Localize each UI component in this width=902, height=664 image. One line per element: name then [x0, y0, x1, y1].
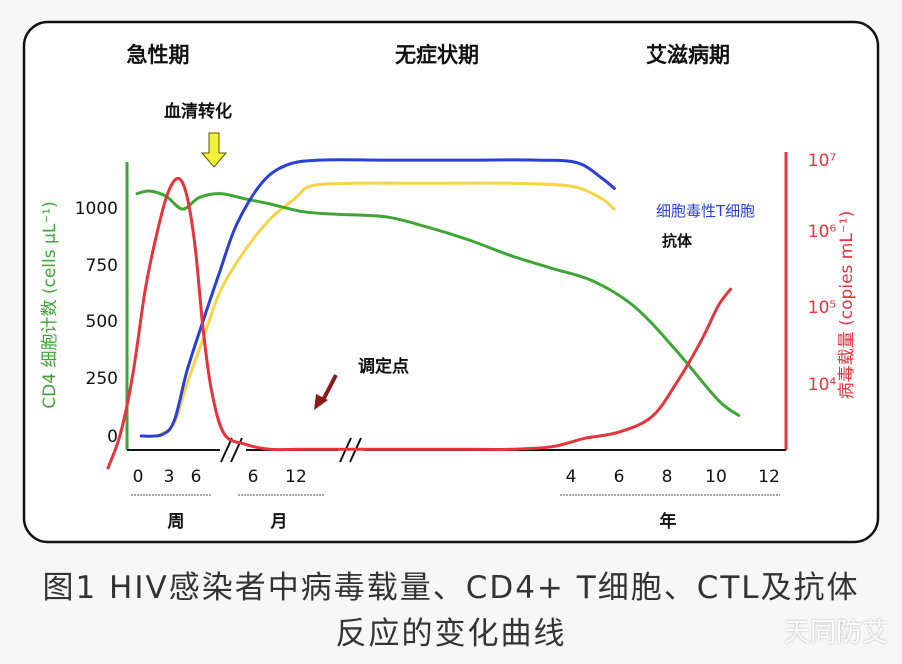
right-tick-label: 10⁶: [808, 222, 837, 242]
seroconversion-arrow-icon: [200, 132, 228, 168]
series-line-1: [139, 158, 616, 438]
annotation-seroconversion: 血清转化: [164, 101, 232, 122]
watermark: 天同防艾: [783, 618, 888, 648]
caption-line-2: 反应的变化曲线: [335, 616, 567, 652]
series-label-ctl: 细胞毒性T细胞: [656, 202, 755, 220]
x-tick-label: 6: [248, 467, 259, 487]
x-tick-label: 4: [566, 467, 577, 487]
series-label-antibody: 抗体: [662, 232, 693, 250]
series-line-0: [135, 189, 741, 417]
series-layer: [106, 158, 741, 470]
phase-acute: 急性期: [127, 43, 190, 67]
hiv-chart: 急性期 无症状期 艾滋病期 CD4 细胞计数 (cells μL⁻¹) 病毒载量…: [22, 20, 880, 544]
left-axis-ticks: 0 250 500 750 1000: [75, 199, 118, 447]
left-tick-label: 500: [86, 312, 118, 332]
chart-panel: [22, 20, 880, 544]
left-tick-label: 750: [86, 256, 118, 276]
left-tick-label: 250: [86, 369, 118, 389]
x-tick-label: 10: [705, 467, 727, 487]
x-tick-label: 6: [614, 467, 625, 487]
right-axis-ticks: 10⁴ 10⁵ 10⁶ 10⁷: [808, 151, 837, 395]
left-tick-label: 1000: [75, 199, 118, 219]
chart-svg: 急性期 无症状期 艾滋病期 CD4 细胞计数 (cells μL⁻¹) 病毒载量…: [22, 20, 880, 544]
x-tick-label: 6: [191, 467, 202, 487]
x-tick-label: 12: [285, 467, 307, 487]
annotation-setpoint: 调定点: [358, 356, 409, 377]
caption-line-1: 图1 HIV感染者中病毒载量、CD4+ T细胞、CTL及抗体: [42, 570, 860, 606]
x-tick-label: 8: [662, 467, 673, 487]
right-tick-label: 10⁵: [808, 298, 836, 318]
right-tick-label: 10⁴: [808, 375, 837, 395]
right-tick-label: 10⁷: [808, 151, 837, 171]
series-line-2: [156, 181, 616, 438]
setpoint-arrow-icon: [314, 374, 338, 410]
right-axis-title: 病毒载量 (copies mL⁻¹): [837, 211, 857, 399]
x-tick-label: 3: [164, 467, 175, 487]
left-tick-label: 0: [107, 427, 118, 447]
x-tick-label: 0: [133, 467, 144, 487]
phase-aids: 艾滋病期: [646, 43, 730, 67]
phase-asymptomatic: 无症状期: [395, 43, 479, 67]
x-tick-label: 12: [758, 467, 780, 487]
unit-label-years: 年: [660, 511, 677, 532]
left-axis-title: CD4 细胞计数 (cells μL⁻¹): [40, 201, 60, 408]
unit-label-months: 月: [270, 512, 288, 532]
x-axis-ticks: 0 3 6 6 12 4 6 8 10 12: [133, 467, 780, 487]
unit-label-weeks: 周: [168, 512, 185, 532]
series-line-3: [106, 176, 732, 470]
